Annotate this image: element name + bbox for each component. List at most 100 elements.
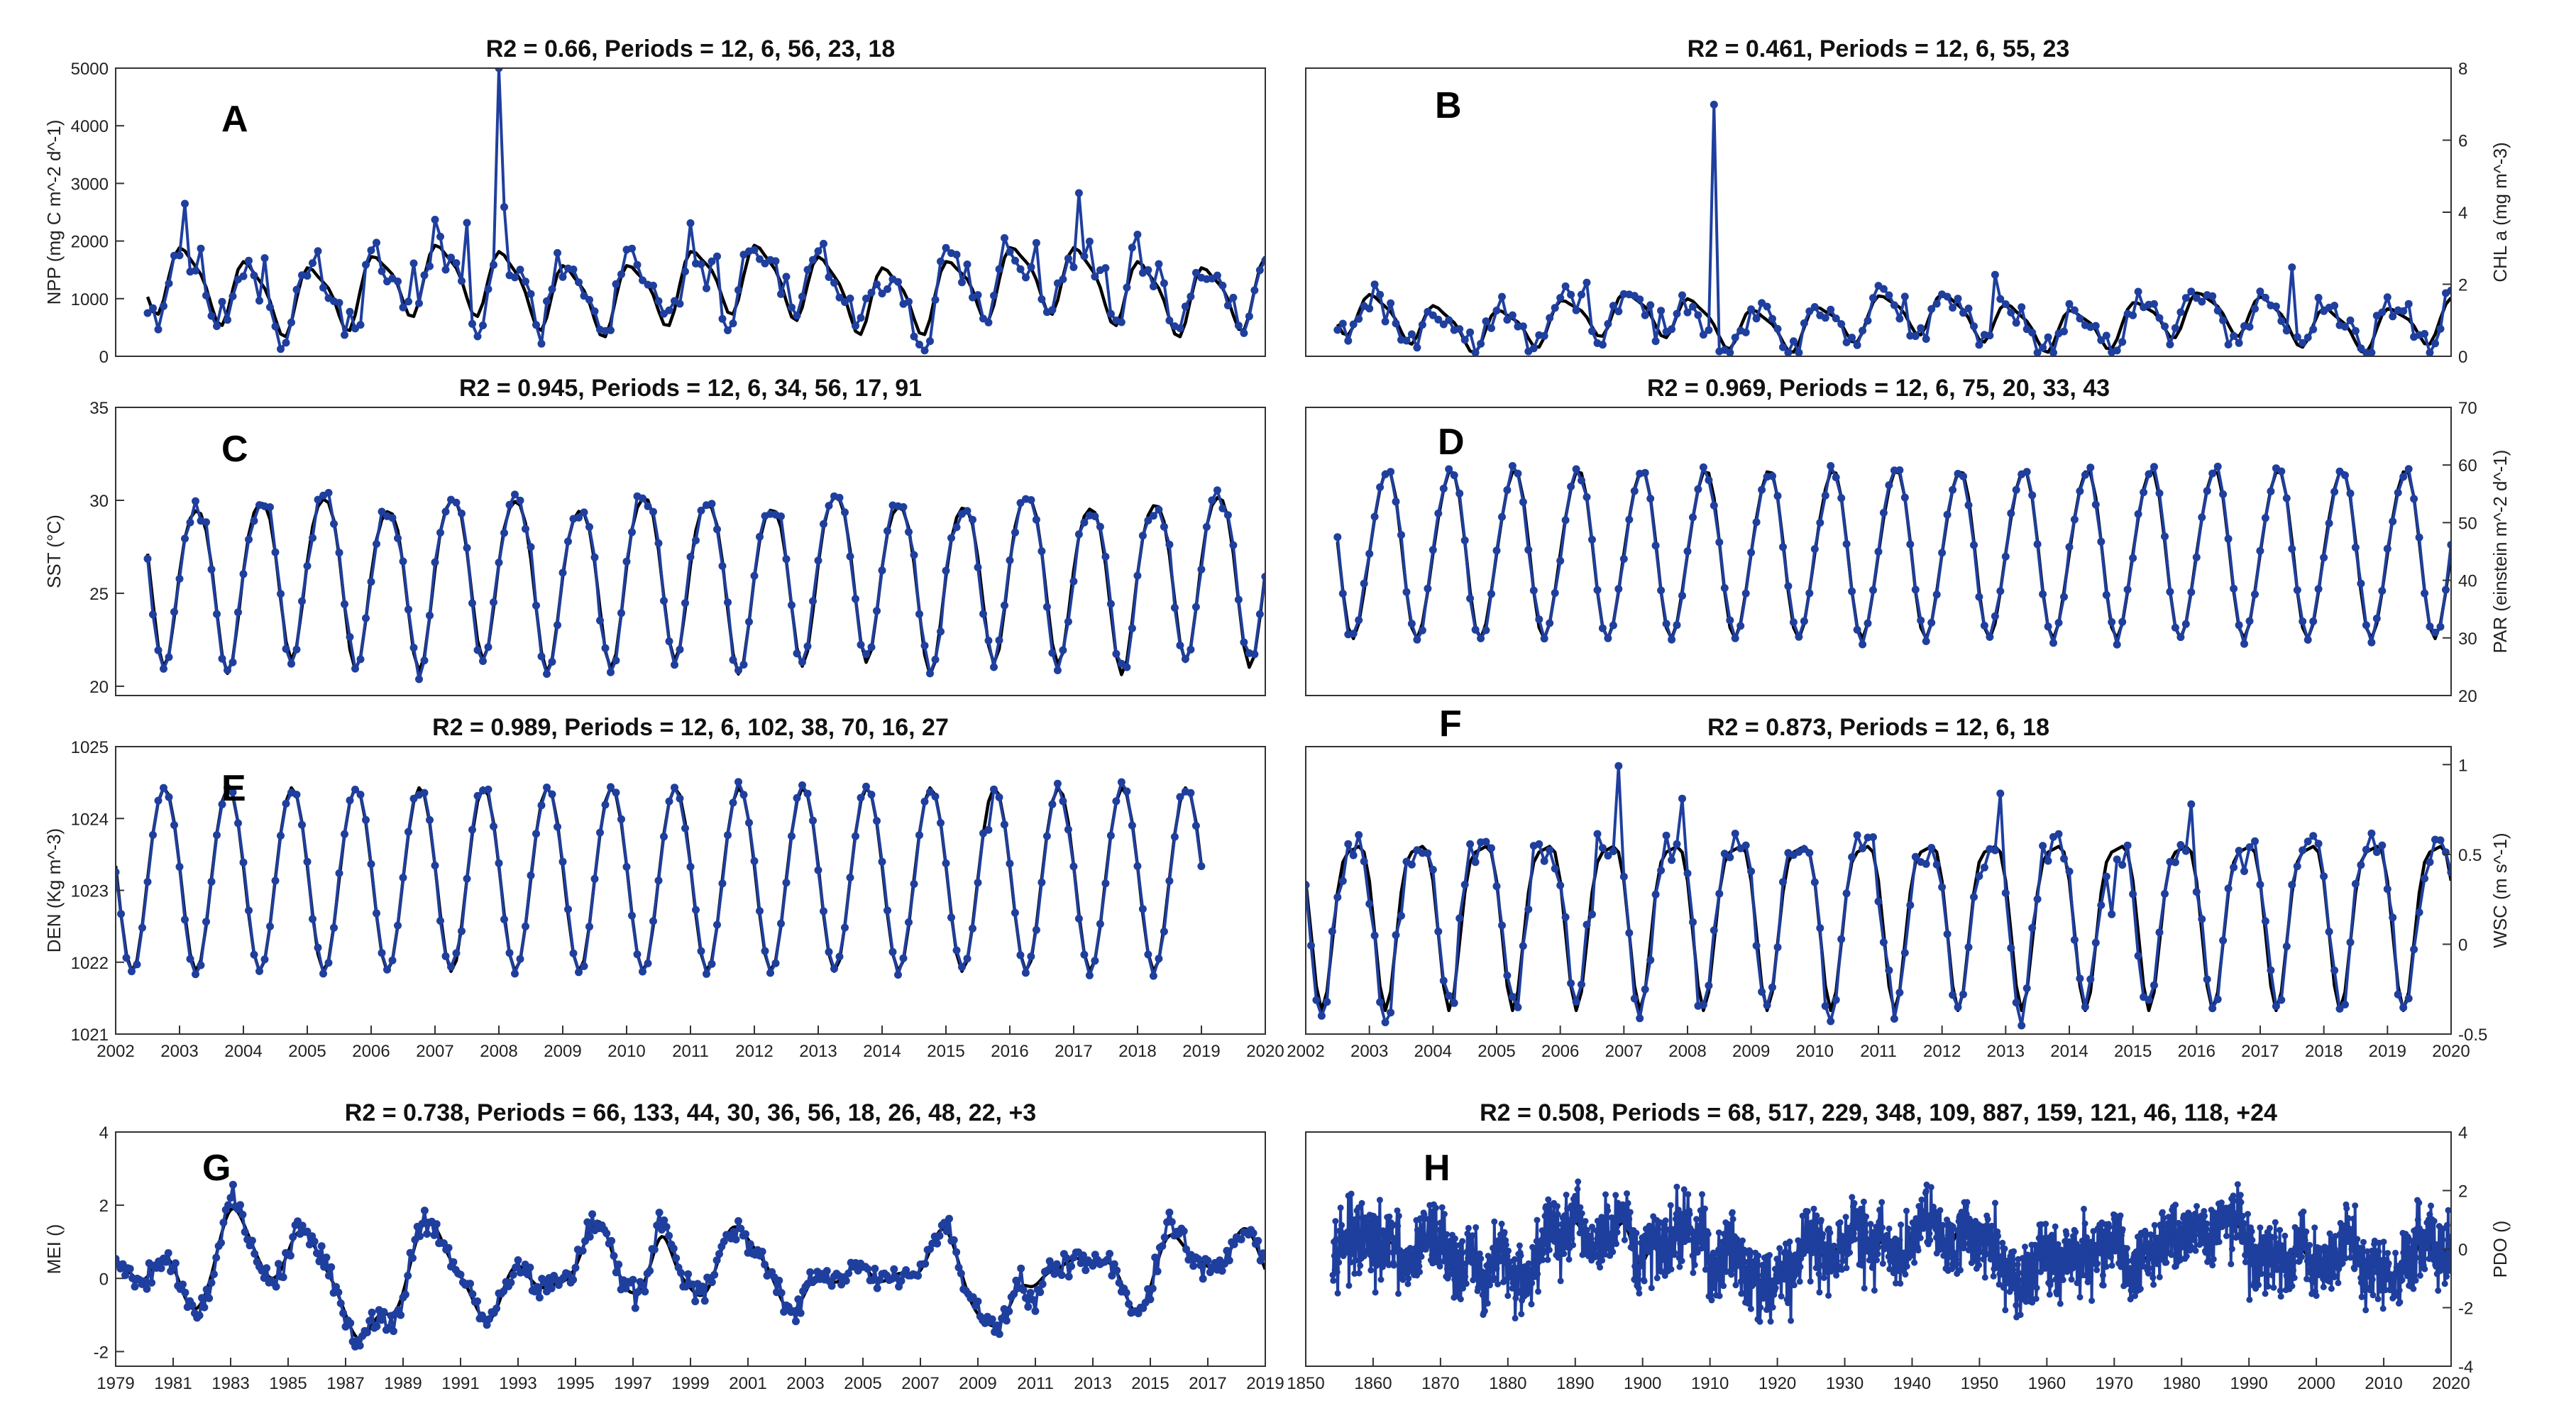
observed-point: [1903, 1263, 1910, 1270]
observed-point: [1857, 1205, 1864, 1212]
observed-point: [1848, 587, 1856, 595]
observed-point: [788, 832, 796, 840]
observed-point: [771, 257, 780, 265]
observed-point: [2362, 621, 2370, 630]
observed-point: [324, 1271, 333, 1280]
observed-point: [1468, 1246, 1475, 1253]
observed-point: [1245, 312, 1253, 321]
observed-point: [175, 575, 184, 583]
observed-point: [1057, 1271, 1066, 1280]
observed-point: [1122, 1289, 1130, 1297]
observed-point: [2309, 1279, 2316, 1285]
observed-point: [1900, 292, 1909, 301]
observed-point: [1106, 1250, 1114, 1258]
observed-point: [1996, 295, 2005, 303]
observed-point: [1350, 1234, 1356, 1241]
observed-point: [910, 551, 918, 559]
observed-point: [665, 306, 673, 314]
observed-point: [272, 1282, 280, 1291]
observed-point: [1487, 324, 1495, 332]
observed-point: [1634, 1276, 1641, 1283]
observed-point: [149, 304, 157, 312]
observed-point: [931, 295, 940, 304]
observed-point: [1376, 483, 1385, 491]
observed-point: [2070, 935, 2079, 944]
observed-point: [1064, 1273, 1073, 1281]
observed-point: [1508, 992, 1517, 1001]
observed-point: [2314, 585, 2323, 593]
observed-point: [2277, 1226, 2284, 1234]
observed-point: [758, 1248, 766, 1256]
x-tick-label: 2012: [1923, 1042, 1961, 1061]
observed-point: [1975, 341, 1983, 349]
observed-point: [745, 818, 753, 827]
observed-point: [1254, 1236, 1262, 1245]
observed-point: [554, 621, 561, 630]
observed-point: [692, 906, 700, 914]
observed-point: [1699, 463, 1707, 471]
observed-point: [1053, 666, 1062, 674]
observed-point: [468, 599, 476, 608]
observed-point: [495, 68, 503, 72]
observed-point: [729, 656, 737, 664]
observed-point: [1583, 921, 1591, 929]
observed-point: [867, 288, 876, 297]
observed-point: [1194, 1255, 1202, 1263]
observed-point: [1903, 1207, 1910, 1214]
observed-point: [2410, 495, 2418, 503]
y-tick-label: 20: [89, 678, 109, 697]
observed-point: [1859, 1262, 1866, 1269]
observed-point: [2208, 469, 2217, 478]
observed-point: [1509, 1285, 1516, 1292]
observed-point: [915, 341, 923, 348]
observed-point: [1333, 1268, 1341, 1275]
observed-point: [537, 652, 546, 661]
observed-point: [1027, 496, 1035, 504]
observed-point: [1134, 1309, 1143, 1317]
observed-point: [703, 969, 710, 978]
observed-point: [394, 921, 402, 930]
observed-point: [1800, 1251, 1807, 1258]
observed-point: [1317, 1011, 1326, 1020]
observed-point: [1503, 972, 1512, 979]
observed-point: [205, 1294, 214, 1302]
observed-point: [1160, 522, 1168, 531]
observed-point: [2279, 1256, 2286, 1263]
observed-point: [1392, 319, 1400, 328]
observed-point: [1225, 1256, 1233, 1265]
observed-point: [2208, 292, 2217, 300]
observed-point: [1947, 1233, 1954, 1240]
observed-point: [1237, 1235, 1245, 1243]
observed-point: [1544, 1256, 1551, 1263]
observed-point: [2426, 348, 2434, 356]
observed-point: [298, 597, 306, 605]
observed-point: [1153, 1267, 1162, 1275]
observed-point: [399, 303, 407, 312]
observed-point: [456, 1270, 465, 1279]
observed-point: [937, 257, 945, 265]
panel-letter: F: [1439, 703, 1462, 745]
observed-point: [1917, 324, 1925, 332]
observed-point: [2126, 1265, 2133, 1272]
observed-point: [334, 1288, 343, 1297]
observed-point: [1665, 1251, 1672, 1258]
observed-point: [1670, 1238, 1677, 1246]
observed-point: [1641, 311, 1649, 319]
observed-point: [2042, 1265, 2049, 1272]
observed-point: [218, 297, 226, 306]
x-tick-label: 1990: [2230, 1374, 2267, 1393]
x-tick-label: 2020: [2432, 1042, 2470, 1061]
observed-point: [1637, 1256, 1644, 1263]
observed-point: [1737, 1278, 1744, 1285]
observed-point: [1461, 1268, 1468, 1275]
observed-point: [920, 797, 929, 806]
observed-point: [639, 276, 646, 285]
observed-point: [2352, 1202, 2359, 1209]
observed-point: [418, 1219, 426, 1228]
observed-point: [2288, 1254, 2295, 1261]
observed-point: [1213, 486, 1221, 495]
observed-point: [229, 1180, 237, 1189]
observed-point: [2012, 999, 2020, 1007]
observed-point: [2447, 286, 2451, 295]
observed-point: [1698, 1245, 1705, 1252]
